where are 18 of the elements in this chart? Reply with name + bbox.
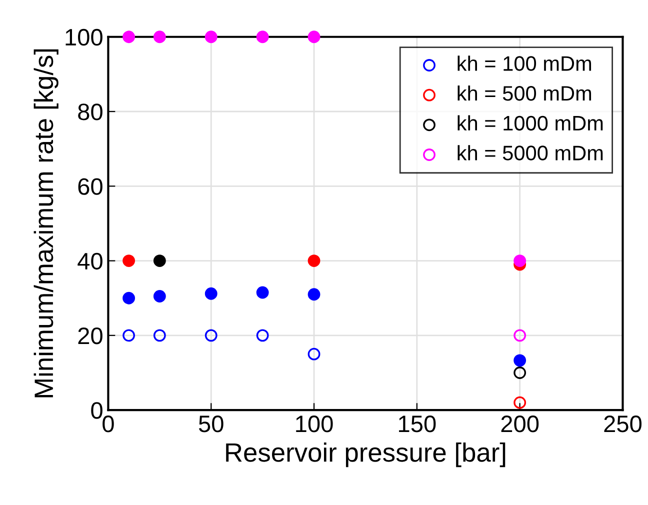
x-tick-label: 200	[501, 416, 539, 432]
y-tick-label: 60	[78, 178, 102, 195]
y-tick-label: 100	[66, 28, 102, 46]
y-tick-label: 20	[78, 327, 102, 344]
y-tick-label: 0	[91, 402, 102, 419]
x-axis-title: Reservoir pressure [bar]	[226, 442, 506, 468]
x-tick-label: 0	[102, 416, 114, 432]
x-tick-label: 150	[399, 416, 436, 432]
legend-label: kh = 5000 mDm	[458, 145, 603, 160]
x-tick-label: 250	[604, 416, 642, 432]
legend-label: kh = 1000 mDm	[458, 115, 603, 131]
legend-label: kh = 500 mDm	[458, 85, 592, 101]
x-tick-label: 100	[296, 416, 333, 432]
y-tick-label: 40	[78, 252, 102, 270]
x-tick-label: 50	[198, 416, 224, 432]
y-axis-title: Minimum/maximum rate [kg/s]	[34, 49, 58, 398]
legend-label: kh = 100 mDm	[458, 56, 592, 71]
y-tick-label: 80	[78, 104, 102, 120]
